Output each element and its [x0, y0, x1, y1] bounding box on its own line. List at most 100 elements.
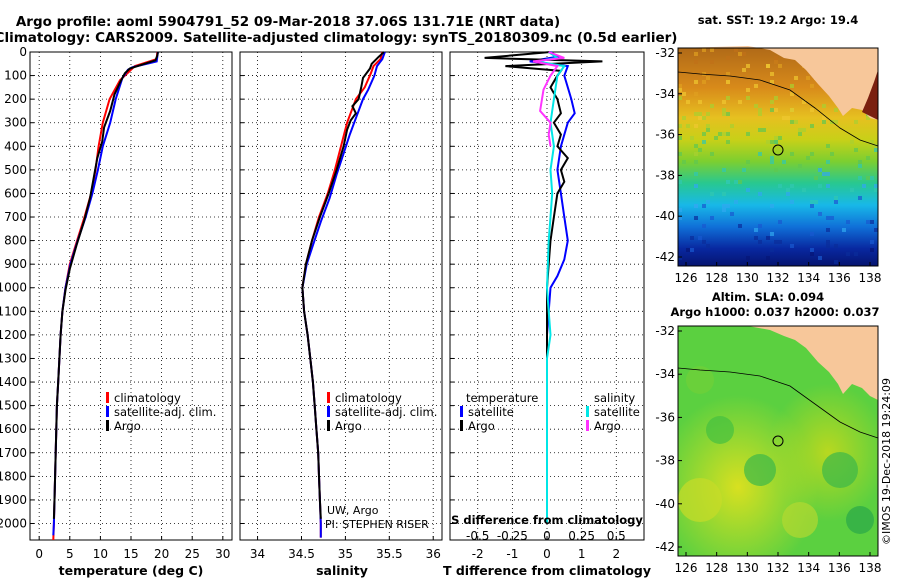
map-lon-label: 130 — [736, 271, 759, 285]
sst-pixel — [726, 96, 730, 100]
difference-top-tick-label: -0.25 — [497, 529, 528, 543]
sst-pixel — [726, 112, 730, 116]
sst-pixel — [830, 216, 834, 220]
sst-pixel — [698, 148, 702, 152]
sst-pixel — [746, 96, 750, 100]
sst-pixel — [798, 128, 802, 132]
sst-pixel — [822, 172, 826, 176]
sst-pixel — [766, 256, 770, 260]
depth-tick-label: 200 — [4, 92, 27, 106]
difference-series-line — [532, 51, 565, 147]
depth-tick-label: 1600 — [0, 422, 27, 436]
depth-tick-label: 800 — [4, 234, 27, 248]
sla-map-axes: 126 128 130 132 134 136 138 -32 -34 -36 -38 -40 -42 — [655, 324, 881, 575]
sst-pixel — [842, 228, 846, 232]
temperature-xtick-label: 5 — [66, 547, 74, 561]
sla-map-title-line-2: Argo h1000: 0.037 h2000: 0.037 — [670, 305, 879, 319]
sst-pixel — [754, 236, 758, 240]
sst-pixel — [774, 168, 778, 172]
sst-pixel — [822, 104, 826, 108]
sst-pixel — [810, 204, 814, 208]
temperature-legend-argo: Argo — [114, 419, 141, 433]
sst-pixel — [702, 116, 706, 120]
sst-pixel — [742, 168, 746, 172]
sst-pixel — [706, 124, 710, 128]
sst-pixel — [722, 112, 726, 116]
sst-land-australia — [678, 46, 878, 120]
temperature-xlabel: temperature (deg C) — [59, 563, 204, 578]
sst-pixel — [810, 124, 814, 128]
sst-pixel — [790, 184, 794, 188]
sst-pixel — [810, 232, 814, 236]
sst-pixel — [786, 192, 790, 196]
difference-panel: -2 -1 0 1 2 -0.5 -0.25 0 0.25 0.5 — [449, 51, 645, 561]
sla-anomaly-blob — [678, 478, 722, 522]
sst-pixel — [790, 200, 794, 204]
sst-pixel — [722, 204, 726, 208]
sst-pixel — [778, 64, 782, 68]
depth-tick-label: 1100 — [0, 304, 27, 318]
sst-pixel — [790, 92, 794, 96]
salinity-frame — [239, 51, 443, 541]
legend-swatch-s-satellite — [586, 406, 589, 417]
sla-anomaly-blob — [782, 502, 818, 538]
legend-swatch-argo — [106, 420, 109, 431]
depth-tick-label: 100 — [4, 69, 27, 83]
sla-anomaly-blob — [706, 416, 734, 444]
map-lon-label: 126 — [675, 271, 698, 285]
sst-pixel — [722, 108, 726, 112]
depth-tick-label: 700 — [4, 210, 27, 224]
temperature-xtick-label: 0 — [35, 547, 43, 561]
sst-pixel — [678, 152, 682, 156]
map-lon-label: 138 — [859, 271, 882, 285]
legend-swatch-t-satellite — [460, 406, 463, 417]
sst-pixel — [778, 184, 782, 188]
map-lon-label: 130 — [736, 561, 759, 575]
difference-legend-temperature-title: temperature — [466, 391, 538, 405]
map-lon-label: 136 — [828, 271, 851, 285]
salinity-series-line — [301, 51, 385, 519]
legend-swatch-climatology — [106, 392, 109, 403]
sst-pixel — [770, 80, 774, 84]
legend-swatch-climatology — [327, 392, 330, 403]
sst-pixel — [694, 160, 698, 164]
sst-pixel — [770, 204, 774, 208]
sst-argo-marker — [772, 144, 784, 156]
salinity-xtick-label: 36 — [426, 547, 441, 561]
salinity-legend-climatology: climatology — [335, 391, 402, 405]
sst-map: sat. SST: 19.2 Argo: 19.4 126 128 130 132 13… — [655, 13, 881, 285]
difference-top-tick-label: 0.25 — [568, 529, 595, 543]
sst-pixel — [746, 132, 750, 136]
map-lon-label: 136 — [828, 561, 851, 575]
sst-pixel — [694, 52, 698, 56]
sst-pixel — [774, 240, 778, 244]
depth-tick-label: 1700 — [0, 446, 27, 460]
depth-tick-label: 1900 — [0, 493, 27, 507]
sst-pixel — [694, 184, 698, 188]
sst-pixel — [678, 216, 682, 220]
sst-pixel — [810, 108, 814, 112]
difference-xtick-label: 1 — [578, 547, 586, 561]
depth-tick-label: 1000 — [0, 281, 27, 295]
depth-tick-label: 1200 — [0, 328, 27, 342]
sst-pixel — [678, 84, 682, 88]
salinity-xtick-label: 34 — [250, 547, 265, 561]
sla-land-australia — [678, 326, 878, 400]
depth-tick-label: 1300 — [0, 351, 27, 365]
sst-pixel — [710, 216, 714, 220]
sst-pixel — [826, 172, 830, 176]
sst-pixel — [698, 236, 702, 240]
figure-title-line-1: Argo profile: aoml 5904791_52 09-Mar-201… — [16, 14, 560, 30]
sst-pixel — [702, 224, 706, 228]
sst-pixel — [786, 116, 790, 120]
sst-pixel — [818, 168, 822, 172]
sst-pixel — [834, 200, 838, 204]
temperature-xtick-label: 30 — [215, 547, 230, 561]
sst-pixel — [802, 188, 806, 192]
sst-pixel — [834, 260, 838, 264]
sst-pixel — [694, 172, 698, 176]
sst-pixel — [818, 212, 822, 216]
sst-pixel — [790, 108, 794, 112]
sst-pixel — [758, 240, 762, 244]
sst-pixel — [826, 216, 830, 220]
